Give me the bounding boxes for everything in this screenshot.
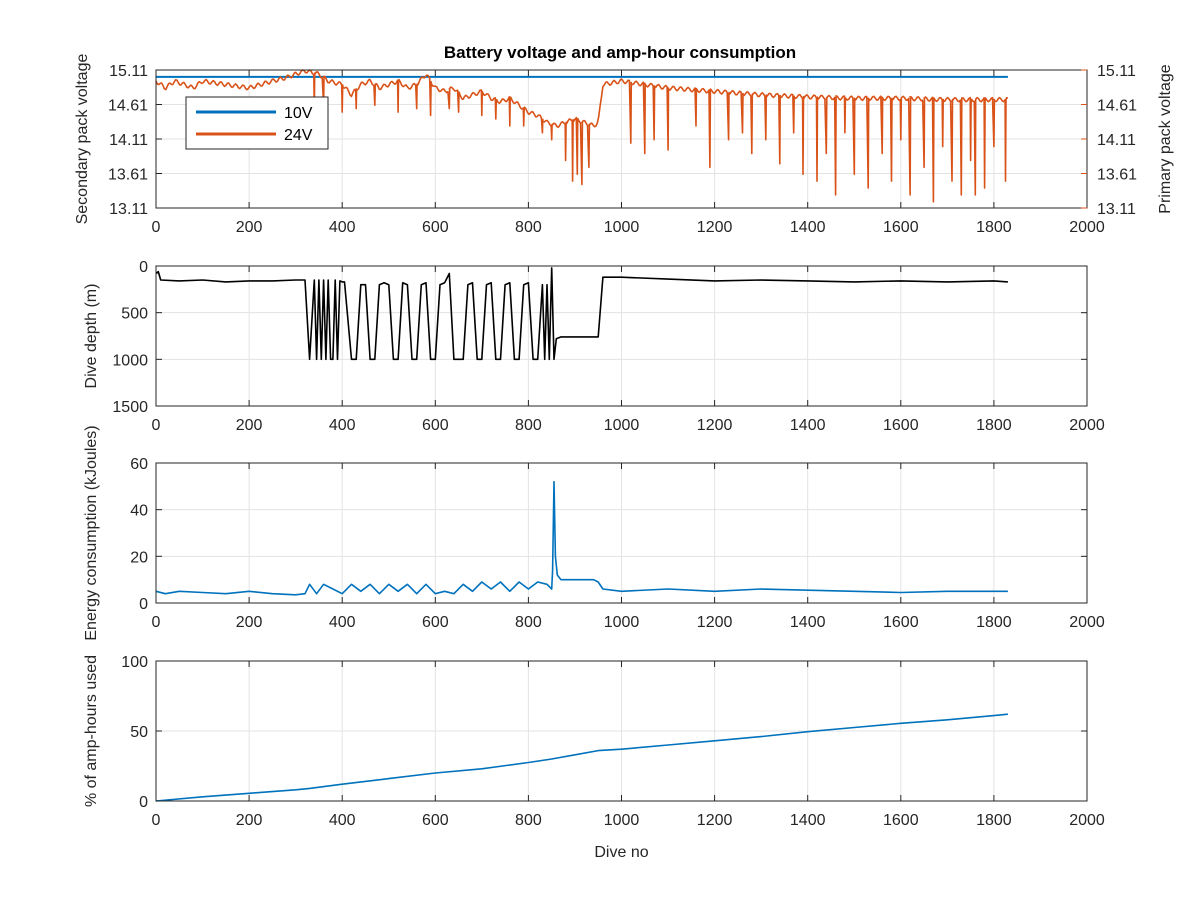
voltage-ytick-label: 14.11 bbox=[109, 132, 148, 149]
voltage-xtick-label: 400 bbox=[329, 219, 356, 236]
energy-xtick-label: 600 bbox=[422, 614, 449, 631]
voltage-xtick-label: 800 bbox=[515, 219, 542, 236]
amphours-xtick-label: 1600 bbox=[883, 812, 919, 829]
amphours-xtick-label: 0 bbox=[152, 812, 161, 829]
amphours-xtick-label: 2000 bbox=[1069, 812, 1105, 829]
depth-xtick-label: 600 bbox=[422, 417, 449, 434]
depth-ytick-label: 0 bbox=[139, 259, 148, 276]
voltage-ytick-label-right: 14.61 bbox=[1097, 98, 1137, 115]
amphours-xtick-label: 1000 bbox=[604, 812, 640, 829]
amphours-xtick-label: 800 bbox=[515, 812, 542, 829]
depth-series-0 bbox=[155, 267, 1008, 361]
energy-xtick-label: 0 bbox=[152, 614, 161, 631]
voltage-xtick-label: 1000 bbox=[604, 219, 640, 236]
depth-ytick-label: 1500 bbox=[112, 399, 148, 416]
voltage-ytick-label: 13.61 bbox=[108, 167, 148, 184]
legend-label-10v: 10V bbox=[284, 105, 313, 122]
voltage-ytick-label: 15.11 bbox=[109, 63, 148, 80]
legend-label-24v: 24V bbox=[284, 127, 313, 144]
energy-xtick-label: 1000 bbox=[604, 614, 640, 631]
figure-title: Battery voltage and amp-hour consumption bbox=[444, 43, 796, 62]
amphours-series-0 bbox=[155, 713, 1008, 802]
depth-xtick-label: 1200 bbox=[697, 417, 733, 434]
energy-ytick-label: 0 bbox=[139, 596, 148, 613]
legend-box bbox=[185, 96, 329, 150]
energy-series-0 bbox=[155, 480, 1008, 596]
amphours-xtick-label: 600 bbox=[422, 812, 449, 829]
depth-ytick-label: 1000 bbox=[112, 352, 148, 369]
voltage-xtick-label: 200 bbox=[236, 219, 263, 236]
energy-xtick-label: 800 bbox=[515, 614, 542, 631]
amphours-xlabel: Dive no bbox=[594, 844, 648, 861]
energy-xtick-label: 1600 bbox=[883, 614, 919, 631]
voltage-xtick-label: 600 bbox=[422, 219, 449, 236]
depth-ylabel: Dive depth (m) bbox=[83, 284, 100, 389]
depth-xtick-label: 0 bbox=[152, 417, 161, 434]
amphours-ytick-label: 0 bbox=[139, 794, 148, 811]
voltage-ytick-label: 14.61 bbox=[108, 98, 148, 115]
voltage-ylabel-right: Primary pack voltage bbox=[1157, 64, 1174, 213]
depth-xtick-label: 1600 bbox=[883, 417, 919, 434]
energy-ytick-label: 40 bbox=[130, 503, 148, 520]
depth-xtick-label: 200 bbox=[236, 417, 263, 434]
depth-xtick-label: 1000 bbox=[604, 417, 640, 434]
voltage-xtick-label: 0 bbox=[152, 219, 161, 236]
voltage-xtick-label: 1600 bbox=[883, 219, 919, 236]
amphours-xtick-label: 1200 bbox=[697, 812, 733, 829]
voltage-xtick-label: 1400 bbox=[790, 219, 826, 236]
energy-xtick-label: 1200 bbox=[697, 614, 733, 631]
energy-ylabel: Energy consumption (kJoules) bbox=[83, 425, 100, 640]
energy-ytick-label: 60 bbox=[130, 456, 148, 473]
voltage-ytick-label: 13.11 bbox=[109, 201, 148, 218]
depth-xtick-label: 1800 bbox=[976, 417, 1012, 434]
depth-xtick-label: 400 bbox=[329, 417, 356, 434]
amphours-ylabel: % of amp-hours used bbox=[83, 655, 100, 807]
energy-xtick-label: 200 bbox=[236, 614, 263, 631]
voltage-ytick-label-right: 13.61 bbox=[1097, 167, 1137, 184]
voltage-xtick-label: 2000 bbox=[1069, 219, 1105, 236]
depth-xtick-label: 1400 bbox=[790, 417, 826, 434]
voltage-xtick-label: 1800 bbox=[976, 219, 1012, 236]
amphours-xtick-label: 200 bbox=[236, 812, 263, 829]
amphours-xtick-label: 400 bbox=[329, 812, 356, 829]
energy-xtick-label: 2000 bbox=[1069, 614, 1105, 631]
amphours-ytick-label: 50 bbox=[130, 724, 148, 741]
depth-xtick-label: 2000 bbox=[1069, 417, 1105, 434]
depth-xtick-label: 800 bbox=[515, 417, 542, 434]
voltage-ylabel-left: Secondary pack voltage bbox=[74, 54, 91, 225]
energy-xtick-label: 1400 bbox=[790, 614, 826, 631]
amphours-xtick-label: 1800 bbox=[976, 812, 1012, 829]
voltage-ytick-label-right: 15.11 bbox=[1097, 63, 1136, 80]
voltage-ytick-label-right: 14.11 bbox=[1097, 132, 1136, 149]
amphours-ytick-label: 100 bbox=[121, 654, 148, 671]
depth-ytick-label: 500 bbox=[121, 306, 148, 323]
voltage-series-24v bbox=[155, 69, 1009, 203]
amphours-xtick-label: 1400 bbox=[790, 812, 826, 829]
energy-xtick-label: 400 bbox=[329, 614, 356, 631]
energy-ytick-label: 20 bbox=[130, 549, 148, 566]
energy-xtick-label: 1800 bbox=[976, 614, 1012, 631]
voltage-ytick-label-right: 13.11 bbox=[1097, 201, 1136, 218]
voltage-xtick-label: 1200 bbox=[697, 219, 733, 236]
